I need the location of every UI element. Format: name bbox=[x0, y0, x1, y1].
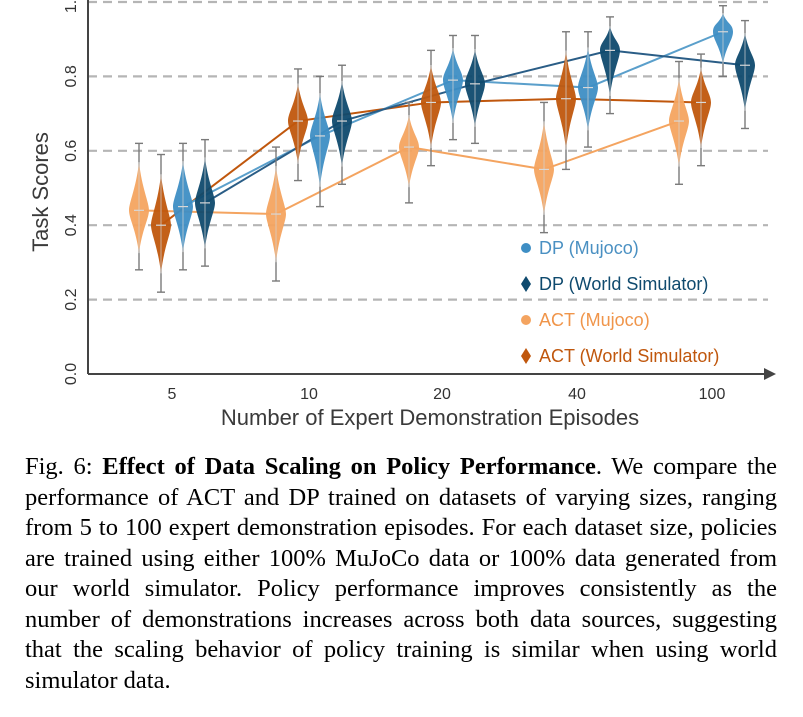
violin-act-mujoco-10 bbox=[266, 146, 286, 282]
x-axis-title: Number of Expert Demonstration Episodes bbox=[221, 405, 639, 430]
violin-act-mujoco-20 bbox=[399, 101, 419, 204]
x-tick-label: 10 bbox=[300, 386, 318, 403]
violin-act-world-simulator-100 bbox=[691, 53, 711, 167]
violin-act-mujoco-5 bbox=[129, 142, 149, 271]
violin-dp-world-simulator-10 bbox=[332, 64, 352, 185]
violins bbox=[129, 5, 755, 293]
legend-label: DP (World Simulator) bbox=[539, 274, 708, 294]
figure-caption: Fig. 6: Effect of Data Scaling on Policy… bbox=[25, 452, 777, 696]
violin-dp-mujoco-100 bbox=[713, 5, 733, 78]
violin-dp-world-simulator-40 bbox=[600, 16, 620, 115]
violin-dp-mujoco-5 bbox=[173, 142, 193, 271]
legend-diamond-icon bbox=[521, 348, 531, 364]
axes bbox=[87, 0, 776, 380]
legend-label: ACT (World Simulator) bbox=[539, 346, 719, 366]
legend-item-act-world-simulator: ACT (World Simulator) bbox=[521, 346, 719, 366]
legend-circle-icon bbox=[521, 315, 531, 325]
legend: DP (Mujoco) DP (World Simulator) ACT (Mujo… bbox=[521, 238, 719, 366]
y-axis-title: Task Scores bbox=[28, 132, 53, 252]
x-tick-label: 100 bbox=[699, 386, 726, 403]
legend-diamond-icon bbox=[521, 276, 531, 292]
legend-label: DP (Mujoco) bbox=[539, 238, 639, 258]
violin-act-world-simulator-40 bbox=[556, 31, 576, 171]
y-tick-label: 0.2 bbox=[63, 288, 80, 310]
violin-act-mujoco-40 bbox=[534, 101, 554, 234]
x-tick-label: 20 bbox=[433, 386, 451, 403]
y-tick-label: 0.0 bbox=[63, 363, 80, 385]
y-tick-label: 1.0 bbox=[63, 0, 80, 13]
violin-dp-mujoco-20 bbox=[443, 34, 463, 141]
violin-act-world-simulator-10 bbox=[288, 68, 308, 182]
violin-act-world-simulator-5 bbox=[151, 153, 171, 293]
violin-act-world-simulator-20 bbox=[421, 49, 441, 167]
legend-item-act-mujoco: ACT (Mujoco) bbox=[521, 310, 650, 330]
y-tick-label: 0.8 bbox=[63, 65, 80, 87]
violin-dp-mujoco-40 bbox=[578, 31, 598, 148]
legend-label: ACT (Mujoco) bbox=[539, 310, 650, 330]
violin-chart: 0.0 0.2 0.4 0.6 0.8 1.0 5 10 20 40 100 Number of E… bbox=[28, 0, 776, 430]
legend-item-dp-world-simulator: DP (World Simulator) bbox=[521, 274, 708, 294]
legend-circle-icon bbox=[521, 243, 531, 253]
y-tick-label: 0.6 bbox=[63, 140, 80, 162]
x-axis-arrow-icon bbox=[764, 368, 776, 380]
caption-prefix: Fig. 6: bbox=[25, 453, 103, 480]
legend-item-dp-mujoco: DP (Mujoco) bbox=[521, 238, 639, 258]
violin-dp-world-simulator-100 bbox=[735, 19, 755, 130]
violin-dp-mujoco-10 bbox=[310, 75, 330, 208]
violin-dp-world-simulator-5 bbox=[195, 138, 215, 267]
x-tick-label: 40 bbox=[568, 386, 586, 403]
tick-labels: 0.0 0.2 0.4 0.6 0.8 1.0 5 10 20 40 100 bbox=[63, 0, 725, 403]
caption-bold-title: Effect of Data Scaling on Policy Perform… bbox=[102, 453, 596, 480]
violin-dp-world-simulator-20 bbox=[465, 34, 485, 145]
y-tick-label: 0.4 bbox=[63, 214, 80, 236]
series-lines bbox=[138, 30, 746, 226]
violin-act-mujoco-100 bbox=[669, 60, 689, 185]
x-tick-label: 5 bbox=[168, 386, 177, 403]
caption-body: . We compare the performance of ACT and … bbox=[25, 453, 777, 694]
